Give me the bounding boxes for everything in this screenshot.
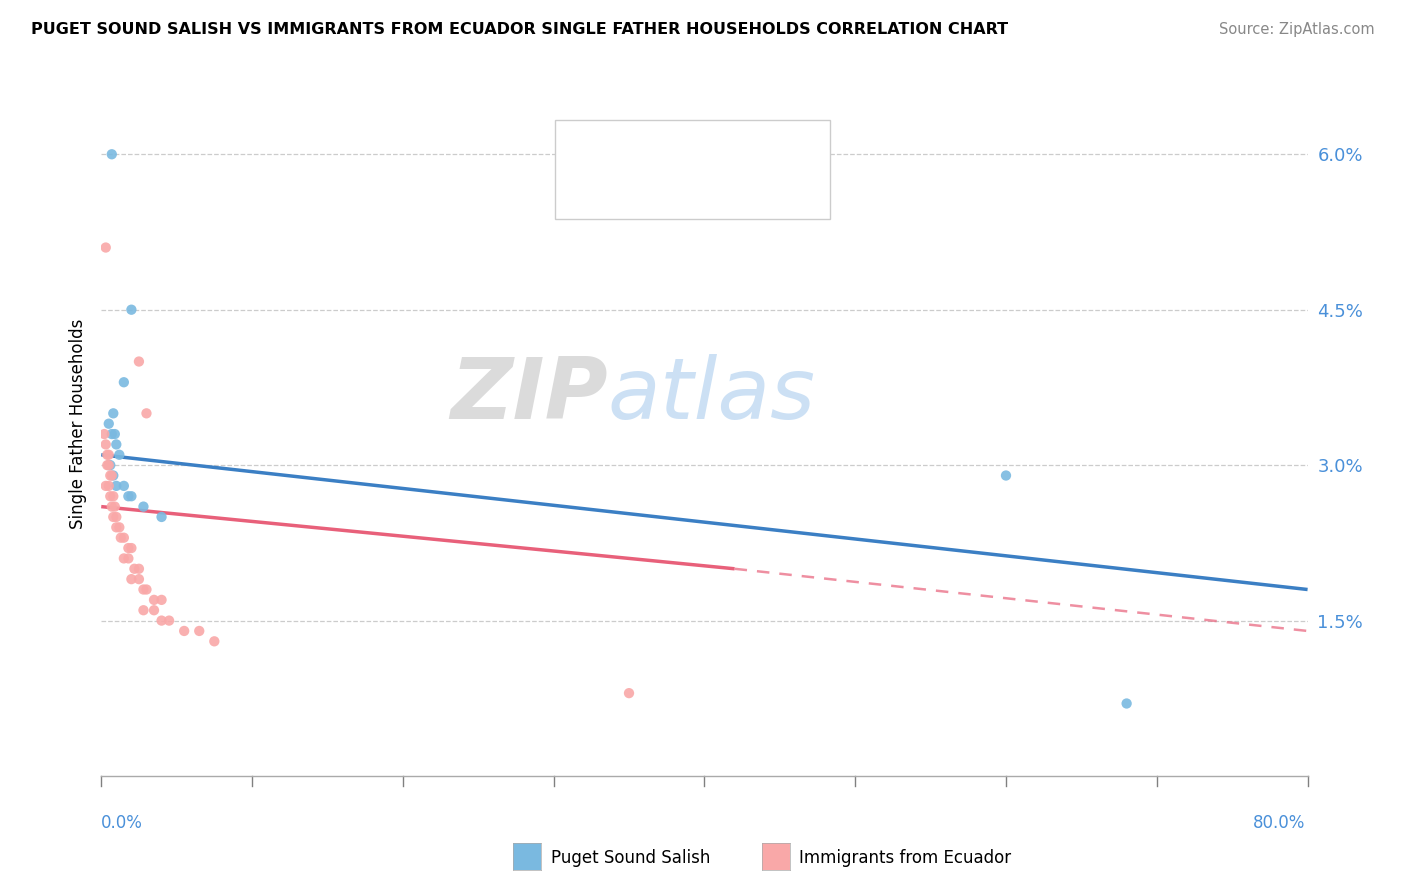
Point [143, 603, 166, 617]
Point [617, 686, 640, 700]
Point [117, 489, 139, 503]
Text: 20: 20 [766, 134, 792, 152]
Point [94, 241, 117, 255]
Point [105, 479, 128, 493]
Point [117, 551, 139, 566]
Point [128, 572, 150, 586]
Text: ZIP: ZIP [450, 354, 607, 437]
Point [101, 500, 124, 514]
Point [101, 147, 124, 161]
Text: Puget Sound Salish: Puget Sound Salish [551, 849, 710, 867]
Point [150, 614, 173, 628]
Text: atlas: atlas [607, 354, 815, 437]
Point [108, 448, 131, 462]
Point [108, 520, 131, 534]
Point [98, 458, 121, 472]
Text: N =: N = [727, 134, 779, 152]
Point [128, 354, 150, 368]
Point [101, 468, 124, 483]
Text: Source: ZipAtlas.com: Source: ZipAtlas.com [1219, 22, 1375, 37]
Text: 43: 43 [766, 168, 792, 186]
Point [150, 592, 173, 607]
Text: -0.220: -0.220 [657, 134, 721, 152]
Point [120, 302, 142, 317]
Point [94, 437, 117, 451]
Point [132, 603, 155, 617]
Point [112, 376, 135, 390]
Point [202, 634, 225, 648]
Point [112, 531, 135, 545]
Text: 80.0%: 80.0% [1253, 814, 1305, 831]
Point [104, 500, 127, 514]
Point [112, 551, 135, 566]
Text: -0.087: -0.087 [657, 168, 721, 186]
Point [103, 406, 125, 420]
Point [1115, 697, 1137, 711]
Point [188, 624, 211, 638]
Point [97, 458, 120, 472]
Point [117, 541, 139, 555]
Point [135, 406, 157, 420]
Text: N =: N = [727, 168, 779, 186]
Point [128, 562, 150, 576]
Point [105, 510, 128, 524]
Point [97, 417, 120, 431]
Point [98, 489, 121, 503]
Point [150, 510, 173, 524]
Point [995, 468, 1018, 483]
Point [124, 562, 146, 576]
Y-axis label: Single Father Households: Single Father Households [69, 318, 87, 529]
Point [132, 582, 155, 597]
Point [94, 479, 117, 493]
Point [120, 572, 142, 586]
Point [104, 427, 127, 442]
Point [143, 592, 166, 607]
Point [105, 437, 128, 451]
Text: PUGET SOUND SALISH VS IMMIGRANTS FROM ECUADOR SINGLE FATHER HOUSEHOLDS CORRELATI: PUGET SOUND SALISH VS IMMIGRANTS FROM EC… [31, 22, 1008, 37]
Point [103, 468, 125, 483]
Point [93, 427, 115, 442]
Point [120, 541, 142, 555]
Point [97, 448, 120, 462]
Point [132, 500, 155, 514]
Point [105, 520, 128, 534]
Point [103, 510, 125, 524]
Point [96, 458, 118, 472]
Point [173, 624, 195, 638]
Text: R =: R = [614, 134, 654, 152]
Point [103, 489, 125, 503]
Point [97, 458, 120, 472]
Point [96, 448, 118, 462]
Point [120, 489, 142, 503]
Text: 0.0%: 0.0% [101, 814, 143, 831]
Point [157, 614, 180, 628]
Point [98, 468, 121, 483]
Text: R =: R = [614, 168, 654, 186]
Point [110, 531, 132, 545]
Text: Immigrants from Ecuador: Immigrants from Ecuador [799, 849, 1011, 867]
Point [135, 582, 157, 597]
Point [112, 479, 135, 493]
Point [97, 479, 120, 493]
Point [101, 427, 124, 442]
